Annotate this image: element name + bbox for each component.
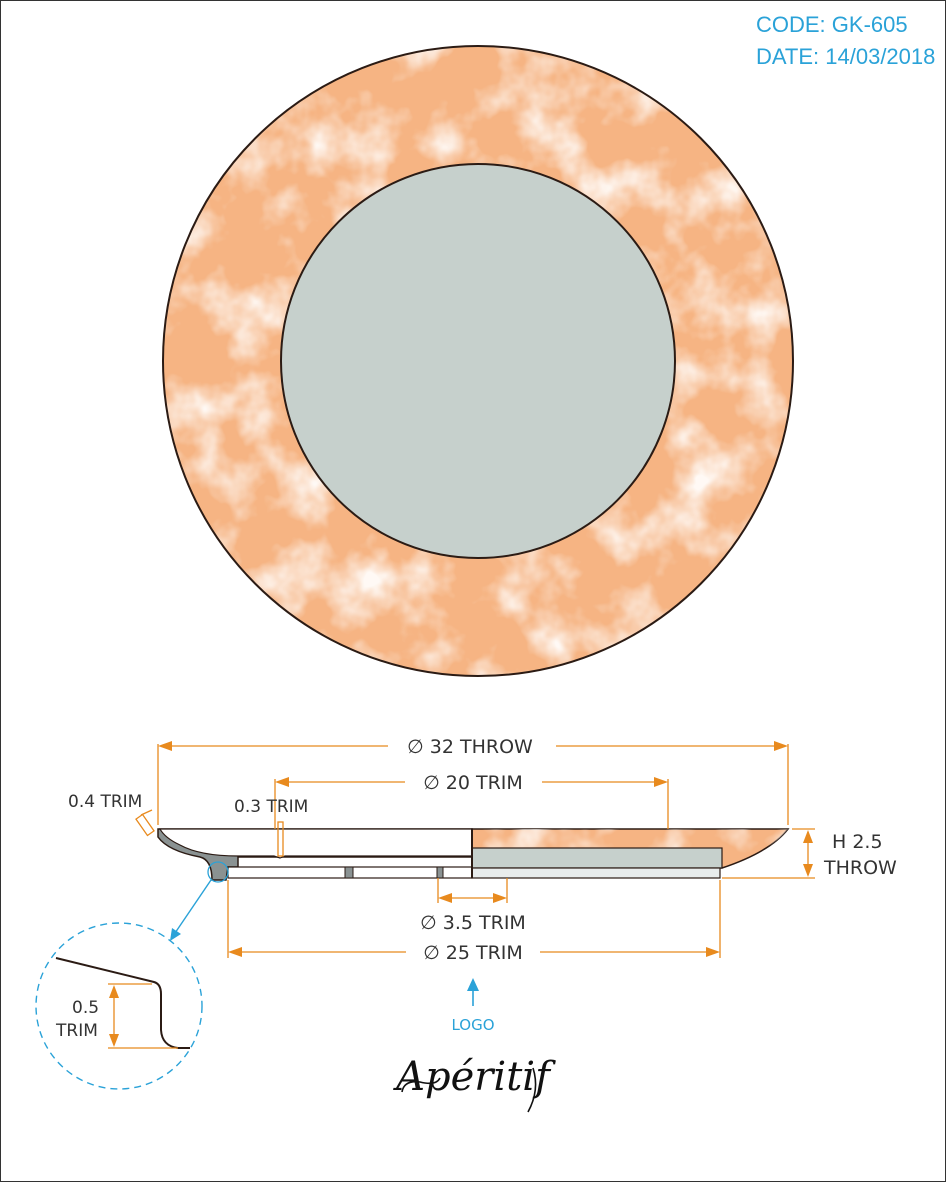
plate-center — [280, 163, 676, 559]
dim-inner-trim-label: 0.3 TRIM — [234, 797, 308, 817]
profile-notch-2 — [436, 866, 444, 879]
detail-view-circle — [35, 922, 203, 1090]
detail-callout: 0.5 TRIM — [35, 861, 229, 1090]
detail-dim-label-1: 0.5 — [72, 998, 99, 1018]
plate-top-view — [162, 45, 794, 677]
detail-dim-label-2: TRIM — [55, 1021, 98, 1041]
profile-center-band — [471, 847, 723, 869]
dim-height-label-2: THROW — [823, 857, 897, 879]
profile-inner-surface — [158, 828, 473, 859]
plate-outer-edge — [162, 45, 794, 677]
detail-marker-circle — [207, 861, 229, 883]
dim-throw-32-label: ∅ 32 THROW — [407, 736, 533, 758]
plate-profile — [157, 828, 790, 881]
dim-trim-25-label: ∅ 25 TRIM — [423, 942, 523, 964]
dim-trim-3-5: ∅ 3.5 TRIM — [420, 878, 526, 934]
arrow-leader-icon — [172, 879, 212, 937]
dim-height: H 2.5 THROW — [722, 828, 897, 879]
dim-rim-trim: 0.4 TRIM — [68, 792, 155, 837]
logo-annotation: LOGO — [451, 978, 495, 1034]
brand-signature: Apéritif — [392, 1054, 556, 1113]
dim-throw-32: ∅ 32 THROW — [157, 736, 789, 825]
profile-foot-right — [471, 867, 721, 879]
drawing-date: DATE: 14/03/2018 — [756, 44, 935, 69]
dim-trim-3-5-label: ∅ 3.5 TRIM — [420, 912, 526, 934]
detail-profile-line — [55, 957, 190, 1049]
profile-notch-1 — [344, 866, 354, 879]
product-code: CODE: GK-605 — [756, 12, 908, 37]
dim-height-label-1: H 2.5 — [832, 831, 883, 853]
dim-trim-25: ∅ 25 TRIM — [227, 880, 721, 964]
logo-label: LOGO — [451, 1016, 494, 1034]
dim-trim-20: ∅ 20 TRIM — [274, 772, 669, 829]
brand-signature-text: Apéritif — [392, 1054, 556, 1100]
dim-inner-trim: 0.3 TRIM — [234, 797, 308, 857]
dim-trim-20-label: ∅ 20 TRIM — [423, 772, 523, 794]
dim-rim-trim-label: 0.4 TRIM — [68, 792, 142, 812]
